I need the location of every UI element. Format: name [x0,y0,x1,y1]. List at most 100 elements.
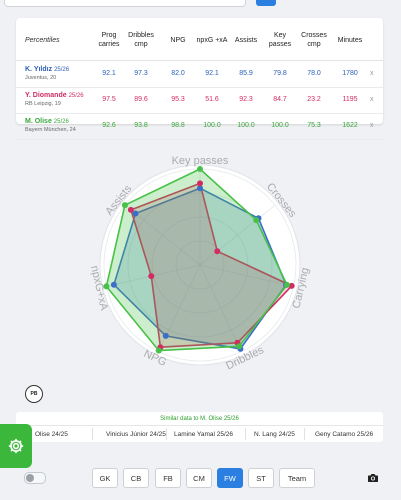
radar-data-point [162,332,169,339]
header-npxg-xa[interactable]: npxG +xA [196,36,228,44]
stat-value: 92.1 [205,70,219,77]
camera-button[interactable] [363,470,383,486]
radar-data-point [288,282,295,289]
player-name[interactable]: K. Yıldız 25/26 [25,66,69,73]
radar-axis-line [199,264,294,287]
radar-axis-line [199,204,276,266]
player-club: RB Leipzig, 19 [25,101,61,107]
search-input[interactable] [4,0,246,7]
player-name-text: M. Olise [25,118,52,125]
position-gk[interactable]: GK [92,468,118,488]
stat-value: 23.2 [307,96,321,103]
stat-value: 75.3 [307,122,321,129]
player-season: 25/26 [54,67,70,73]
radar-series-area [113,187,287,350]
table-row: Y. Diomande 25/26 RB Leipzig, 19 97.5 89.6 9… [16,87,383,114]
stat-value: 100.0 [203,122,221,129]
header-minutes[interactable]: Minutes [337,36,363,44]
radar-data-point [197,180,203,187]
similar-players: Similar data to M. Olise 25/26 Olise 24/… [16,412,383,442]
position-cb[interactable]: CB [123,468,149,488]
similar-player[interactable]: Vinicius Júnior 24/25 [106,431,166,438]
stat-value: 93.8 [134,122,148,129]
search-button[interactable] [256,0,276,6]
similar-title: Similar data to M. Olise 25/26 [160,416,239,422]
radar-data-point [155,347,162,354]
position-fb[interactable]: FB [155,468,181,488]
radar-data-point [127,206,134,213]
radar-series-area [105,168,288,352]
radar-data-point [197,185,203,192]
position-cm[interactable]: CM [186,468,212,488]
toggle-knob [26,474,34,482]
settings-button[interactable] [0,424,32,468]
stat-value: 79.8 [273,70,287,77]
remove-player-button[interactable]: x [370,70,374,77]
stat-value: 100.0 [237,122,255,129]
stat-value: 95.3 [171,96,185,103]
header-dribbles[interactable]: Dribbles cmp [128,32,154,48]
stat-value: 92.3 [239,96,253,103]
radar-svg: Key passesCrossesCarryingDribblesNPGnpxG… [88,155,311,372]
remove-player-button[interactable]: x [370,122,374,129]
radar-data-point [121,202,128,209]
stat-value: 92.1 [102,70,116,77]
header-key-passes[interactable]: Key passes [268,32,292,48]
radar-data-point [197,166,203,172]
stat-value: 1622 [342,122,358,129]
position-fw[interactable]: FW [217,468,243,488]
header-prog-carries[interactable]: Prog carries [98,32,120,48]
similar-player[interactable]: Geny Catamo 25/26 [315,431,374,438]
header-npg[interactable]: NPG [170,36,186,44]
radar-series-area [130,182,293,348]
header-assists[interactable]: Assists [234,36,258,44]
radar-data-point [236,343,243,350]
stat-value: 1780 [342,70,358,77]
stat-value: 82.0 [171,70,185,77]
stat-value: 85.9 [239,70,253,77]
stat-value: 98.8 [171,122,185,129]
stat-value: 1195 [342,96,358,103]
app-logo[interactable]: PB [25,385,43,403]
percentiles-table: Percentiles Prog carries Dribbles cmp NP… [16,18,383,140]
divider [304,428,305,440]
player-club: Juventus, 20 [25,75,57,81]
header-percentiles: Percentiles [25,36,60,44]
radar-data-point [284,281,290,288]
stat-value: 51.6 [205,96,219,103]
stat-value: 92.6 [102,122,116,129]
stat-value: 84.7 [273,96,287,103]
player-name[interactable]: Y. Diomande 25/26 [25,92,84,99]
stat-value: 97.3 [134,70,148,77]
stat-value: 100.0 [271,122,289,129]
camera-icon [368,474,378,482]
header-crosses[interactable]: Crosses cmp [301,32,327,48]
radar-chart: Key passes Crosses Carrying Dribbles NPG npxG… [68,148,332,376]
divider [166,428,167,440]
toggle-switch[interactable] [24,472,46,484]
table-row: M. Olise 25/26 Bayern München, 24 92.6 93.8… [16,113,383,140]
table-header: Percentiles Prog carries Dribbles cmp NP… [16,22,383,61]
stat-value: 89.6 [134,96,148,103]
stat-value: 78.0 [307,70,321,77]
divider [92,428,93,440]
similar-player[interactable]: Olise 24/25 [35,431,68,438]
radar-axis-line [199,264,243,352]
remove-player-button[interactable]: x [370,96,374,103]
radar-axis-label: Key passes [172,155,229,167]
similar-player[interactable]: N. Lang 24/25 [254,431,295,438]
similar-divider [16,425,383,426]
gear-icon [8,438,24,454]
table-row: K. Yıldız 25/26 Juventus, 20 92.1 97.3 82.0 9… [16,61,383,88]
player-club: Bayern München, 24 [25,127,76,133]
position-team[interactable]: Team [279,468,315,488]
radar-data-point [148,273,155,280]
player-season: 25/26 [53,119,69,125]
radar-data-point [214,248,221,255]
player-name[interactable]: M. Olise 25/26 [25,118,69,125]
position-st[interactable]: ST [248,468,274,488]
player-name-text: Y. Diomande [25,92,67,99]
radar-data-point [253,217,260,224]
similar-player[interactable]: Lamine Yamal 25/26 [174,431,234,438]
stat-value: 97.5 [102,96,116,103]
